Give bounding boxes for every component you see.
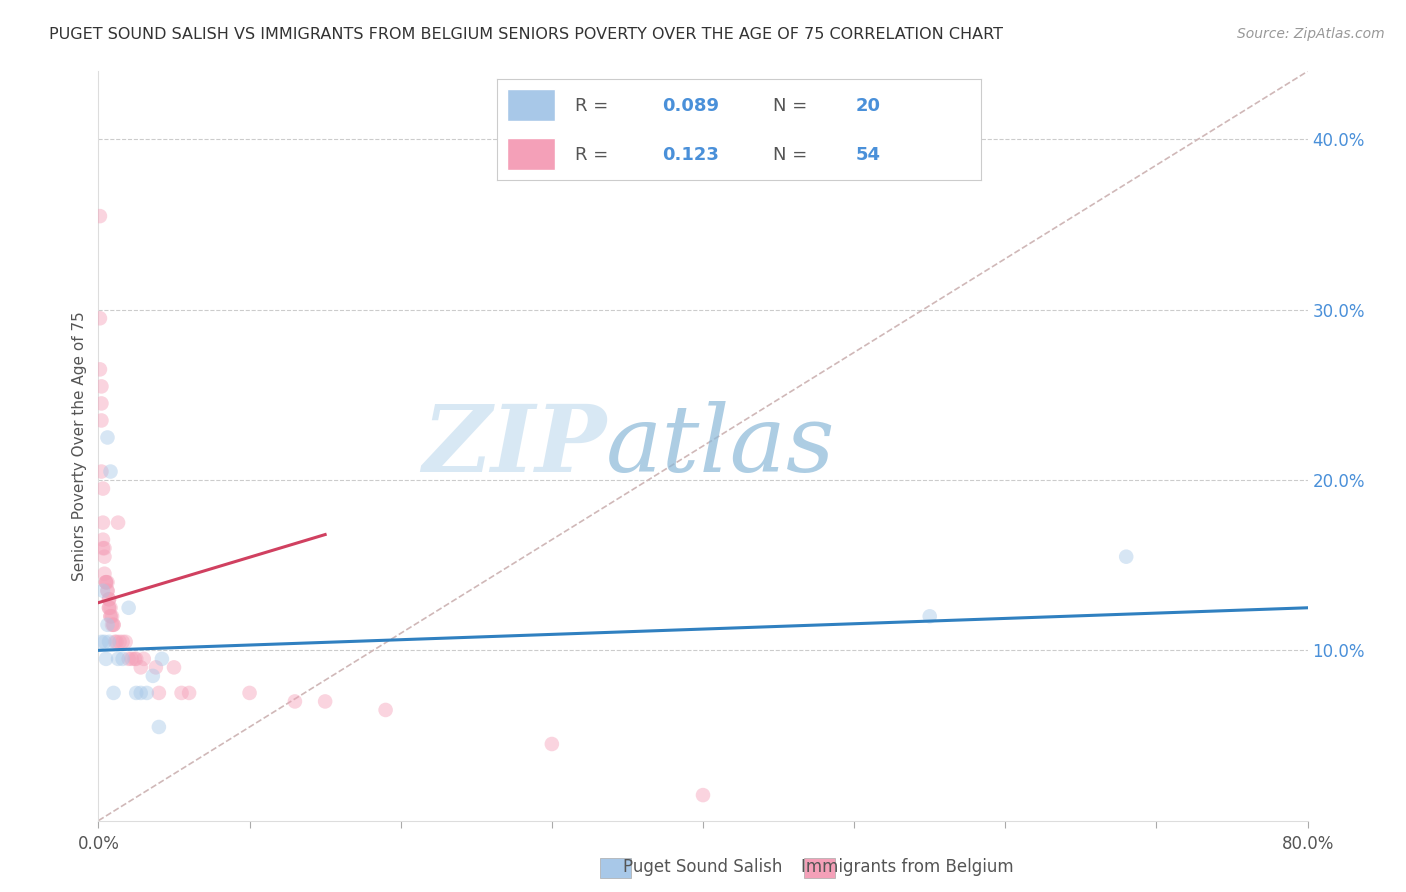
Point (98, 592, 121, 607)
Point (111, 652, 134, 666)
Point (93, 549, 115, 564)
Point (100, 600, 122, 615)
Point (89, 311, 111, 326)
Point (118, 652, 141, 666)
Point (314, 694, 336, 708)
Point (100, 609, 122, 624)
Point (91, 533, 114, 547)
Point (98, 600, 121, 615)
Point (107, 516, 129, 530)
Point (284, 694, 307, 708)
Point (107, 652, 129, 666)
Point (98, 600, 121, 615)
Point (91, 482, 114, 496)
Point (111, 635, 134, 649)
Point (93, 566, 115, 581)
Point (125, 652, 148, 666)
Text: Immigrants from Belgium: Immigrants from Belgium (800, 858, 1014, 876)
Point (89, 362, 111, 376)
Point (104, 635, 127, 649)
Point (96, 575, 118, 590)
Point (100, 465, 122, 479)
Point (239, 686, 262, 700)
Point (150, 652, 173, 666)
Point (90, 465, 112, 479)
Point (103, 686, 125, 700)
Point (692, 788, 714, 802)
Point (94, 575, 117, 590)
Point (94, 652, 117, 666)
Point (179, 686, 201, 700)
Point (103, 617, 125, 632)
Point (540, 737, 562, 751)
Point (93, 635, 115, 649)
Point (96, 430, 118, 444)
Point (135, 686, 157, 700)
Point (100, 609, 122, 624)
Point (101, 609, 124, 624)
Point (96, 583, 118, 598)
Point (96, 583, 118, 598)
Point (145, 660, 167, 674)
Point (108, 635, 131, 649)
Point (148, 686, 170, 700)
Point (125, 686, 148, 700)
Point (91, 541, 114, 556)
Point (118, 600, 141, 615)
Point (374, 703, 396, 717)
Point (91, 583, 114, 598)
Point (98, 635, 121, 649)
Text: Source: ZipAtlas.com: Source: ZipAtlas.com (1237, 27, 1385, 41)
Point (132, 652, 155, 666)
Point (90, 396, 112, 410)
Point (124, 652, 146, 666)
Point (96, 617, 118, 632)
Text: ZIP: ZIP (422, 401, 606, 491)
Point (89, 209, 111, 223)
Point (101, 617, 124, 632)
Text: Puget Sound Salish: Puget Sound Salish (623, 858, 783, 876)
Y-axis label: Seniors Poverty Over the Age of 75: Seniors Poverty Over the Age of 75 (72, 311, 87, 581)
Point (94, 575, 117, 590)
Point (163, 660, 186, 674)
Point (105, 635, 128, 649)
Point (1115, 549, 1137, 564)
Point (142, 669, 165, 683)
Point (90, 379, 112, 393)
Point (170, 686, 193, 700)
Point (103, 617, 125, 632)
Point (148, 720, 170, 734)
Point (129, 660, 152, 674)
Point (90, 413, 112, 427)
Point (121, 652, 143, 666)
Point (90, 635, 112, 649)
Point (98, 592, 121, 607)
Point (94, 575, 117, 590)
Text: PUGET SOUND SALISH VS IMMIGRANTS FROM BELGIUM SENIORS POVERTY OVER THE AGE OF 75: PUGET SOUND SALISH VS IMMIGRANTS FROM BE… (49, 27, 1004, 42)
Point (91, 516, 114, 530)
Point (129, 686, 152, 700)
Point (93, 541, 115, 556)
Point (114, 635, 136, 649)
Point (918, 609, 941, 624)
Text: atlas: atlas (606, 401, 835, 491)
